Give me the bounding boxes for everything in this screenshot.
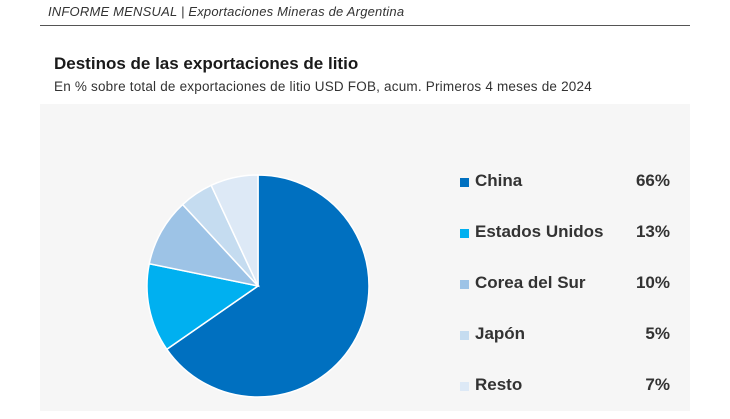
legend-value: 13% xyxy=(635,222,670,241)
pie-slice-resto xyxy=(210,174,259,287)
chart-title: Destinos de las exportaciones de litio xyxy=(54,54,359,73)
legend-item-china: China 66% xyxy=(460,164,670,215)
report-header: INFORME MENSUAL | Exportaciones Mineras … xyxy=(48,4,405,19)
legend-item-estados-unidos: Estados Unidos 13% xyxy=(460,215,670,266)
legend-label: Corea del Sur xyxy=(475,273,586,292)
pie-slice-estados-unidos xyxy=(146,262,260,351)
chart-subtitle: En % sobre total de exportaciones de lit… xyxy=(54,79,592,94)
legend-value: 5% xyxy=(645,324,670,343)
legend-item-japón: Japón 5% xyxy=(460,317,670,368)
legend-value: 66% xyxy=(635,171,670,190)
legend-swatch xyxy=(460,229,469,238)
legend-swatch xyxy=(460,331,469,340)
legend-value: 7% xyxy=(645,375,670,394)
legend-swatch xyxy=(460,280,469,289)
legend-item-resto: Resto 7% xyxy=(460,368,670,419)
header-divider xyxy=(40,25,690,26)
legend-label: Estados Unidos xyxy=(475,222,604,241)
legend-swatch xyxy=(460,178,469,187)
legend-label: Japón xyxy=(475,324,526,343)
pie-slice-china xyxy=(165,174,370,398)
chart-legend: China 66% Estados Unidos 13% Corea del Sur 10… xyxy=(460,164,670,419)
pie-chart xyxy=(146,174,370,398)
legend-value: 10% xyxy=(635,273,670,292)
legend-item-corea-del-sur: Corea del Sur 10% xyxy=(460,266,670,317)
legend-label: China xyxy=(475,171,523,190)
legend-label: Resto xyxy=(475,375,523,394)
legend-swatch xyxy=(460,382,469,391)
